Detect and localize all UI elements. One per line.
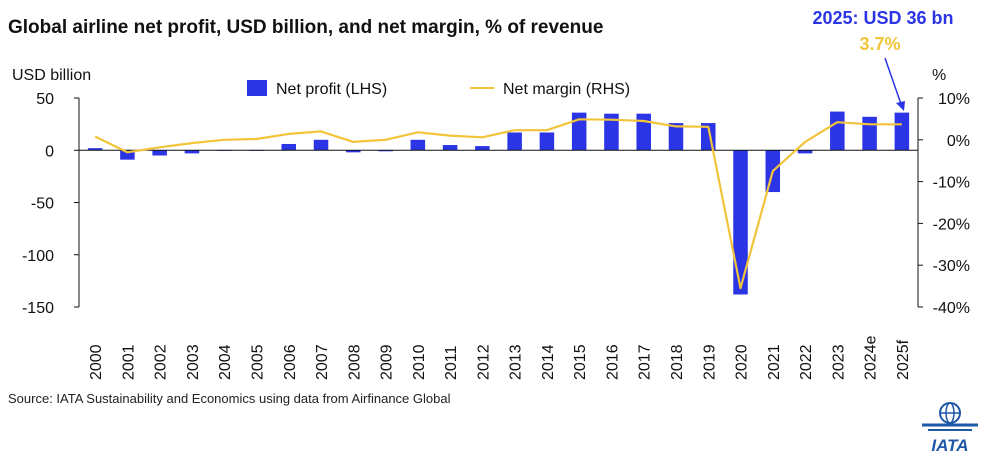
x-tick-label: 2021 — [766, 344, 783, 380]
x-tick-label: 2022 — [798, 344, 815, 380]
left-axis: 50 0 -50 -100 -150 — [22, 91, 79, 317]
x-tick-label: 2014 — [540, 344, 557, 380]
net-profit-bar — [830, 111, 845, 151]
right-tick-label: -20% — [933, 216, 970, 233]
source-note: Source: IATA Sustainability and Economic… — [8, 391, 451, 406]
net-profit-bar — [894, 112, 910, 151]
x-tick-label: 2015 — [572, 344, 589, 380]
x-tick-label: 2023 — [830, 344, 847, 380]
left-tick-label: 0 — [45, 143, 54, 160]
net-profit-bar — [604, 113, 619, 151]
left-tick-label: -150 — [22, 300, 54, 317]
x-tick-label: 2006 — [282, 344, 299, 380]
net-profit-bar — [442, 145, 458, 151]
x-tick-label: 2020 — [734, 344, 751, 380]
net-profit-bars — [87, 111, 910, 295]
x-tick-label: 2025f — [895, 339, 912, 380]
globe-icon — [922, 402, 978, 431]
x-tick-label: 2000 — [88, 344, 105, 380]
net-profit-bar — [120, 150, 135, 160]
left-axis-label: USD billion — [12, 67, 91, 84]
x-axis-labels: 2000 2001 2002 2003 2004 2005 2006 2007 2008 2009… — [88, 335, 912, 380]
x-tick-label: 2005 — [249, 344, 266, 380]
iata-logo: IATA — [922, 402, 978, 455]
x-tick-label: 2001 — [120, 344, 137, 380]
net-profit-bar — [539, 132, 555, 151]
left-tick-label: -50 — [31, 196, 54, 213]
net-profit-bar — [475, 146, 490, 151]
right-tick-label: -10% — [933, 175, 970, 192]
net-profit-bar — [184, 150, 200, 154]
x-tick-label: 2019 — [701, 344, 718, 380]
right-tick-label: 10% — [938, 91, 970, 108]
x-tick-label: 2002 — [153, 344, 170, 380]
net-profit-bar — [733, 150, 748, 295]
x-tick-label: 2010 — [411, 344, 428, 380]
net-profit-bar — [378, 150, 393, 152]
net-profit-bar — [313, 139, 329, 151]
right-tick-label: -30% — [933, 258, 970, 275]
net-profit-bar — [281, 143, 297, 151]
net-profit-bar — [636, 113, 651, 151]
x-tick-label: 2009 — [379, 344, 396, 380]
net-profit-bar — [87, 148, 103, 151]
net-profit-bar — [571, 112, 587, 151]
x-tick-label: 2013 — [508, 344, 525, 380]
x-tick-label: 2003 — [185, 344, 202, 380]
net-profit-bar — [797, 150, 813, 154]
left-tick-label: -100 — [22, 248, 54, 265]
net-profit-bar — [668, 123, 684, 151]
right-tick-label: -40% — [933, 300, 970, 317]
legend-swatch-net-profit — [247, 80, 267, 96]
x-tick-label: 2012 — [475, 344, 492, 380]
right-axis-label: % — [932, 67, 946, 84]
net-profit-bar — [346, 150, 361, 153]
x-tick-label: 2011 — [443, 345, 460, 380]
callout-2025-margin: 3.7% — [859, 34, 900, 54]
net-profit-bar — [152, 150, 167, 156]
x-tick-label: 2017 — [637, 344, 654, 380]
chart-title: Global airline net profit, USD billion, … — [8, 17, 603, 38]
net-margin-series-line — [94, 118, 902, 290]
legend: Net profit (LHS) Net margin (RHS) — [247, 80, 630, 98]
callout-arrow — [884, 57, 905, 111]
x-tick-label: 2004 — [217, 344, 234, 380]
x-tick-label: 2018 — [669, 344, 686, 380]
x-tick-label: 2008 — [346, 344, 363, 380]
right-tick-label: 0% — [947, 133, 970, 150]
iata-logo-text: IATA — [931, 436, 968, 455]
right-axis: 10% 0% -10% -20% -30% -40% — [918, 91, 970, 317]
net-profit-bar — [410, 139, 426, 151]
callout-2025-profit: 2025: USD 36 bn — [812, 8, 953, 28]
x-tick-label: 2016 — [604, 344, 621, 380]
x-tick-label: 2007 — [314, 344, 331, 380]
net-profit-bar — [862, 116, 877, 151]
x-tick-label: 2024e — [863, 335, 880, 380]
legend-label-net-margin: Net margin (RHS) — [503, 81, 630, 98]
left-tick-label: 50 — [36, 91, 54, 108]
net-profit-bar — [507, 132, 522, 151]
net-margin-line — [94, 118, 902, 290]
legend-label-net-profit: Net profit (LHS) — [276, 81, 387, 98]
